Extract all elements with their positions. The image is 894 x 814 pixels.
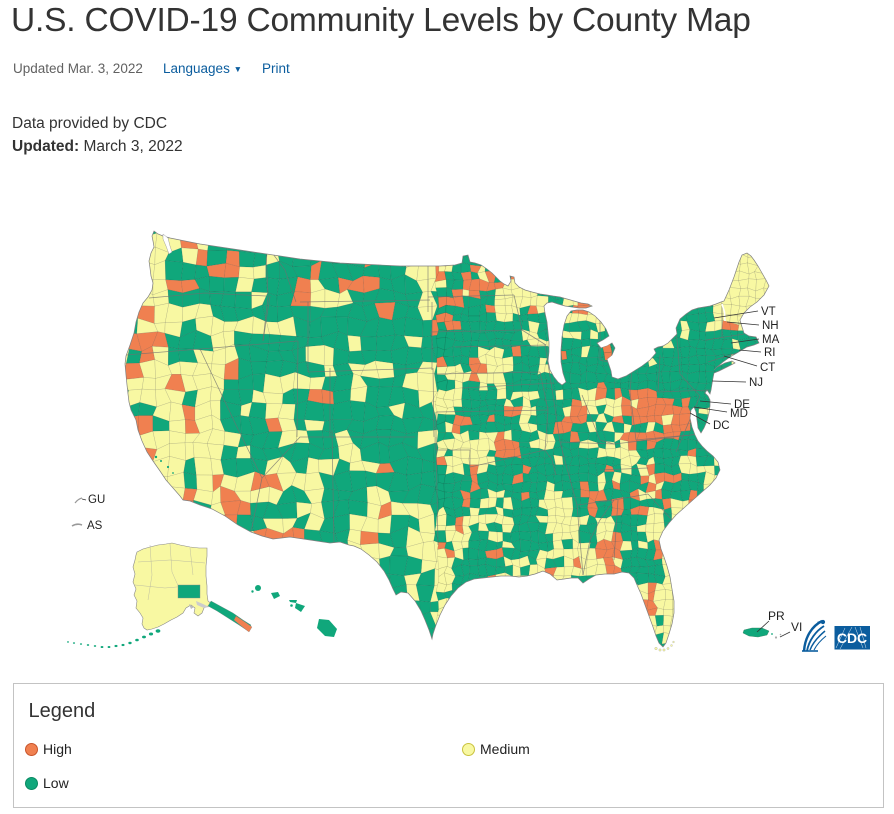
- svg-text:NH: NH: [762, 320, 779, 332]
- svg-text:DC: DC: [713, 420, 730, 432]
- svg-text:CT: CT: [760, 362, 775, 374]
- svg-text:PR: PR: [768, 609, 785, 623]
- svg-text:VI: VI: [791, 620, 802, 634]
- svg-text:VT: VT: [761, 306, 776, 318]
- svg-text:RI: RI: [764, 347, 776, 359]
- svg-text:AS: AS: [87, 520, 103, 532]
- svg-text:NJ: NJ: [749, 377, 763, 389]
- svg-text:GU: GU: [88, 494, 105, 506]
- svg-text:CDC: CDC: [837, 630, 867, 646]
- svg-text:DE: DE: [734, 399, 750, 411]
- svg-text:MD: MD: [730, 408, 748, 420]
- svg-text:MA: MA: [762, 334, 780, 346]
